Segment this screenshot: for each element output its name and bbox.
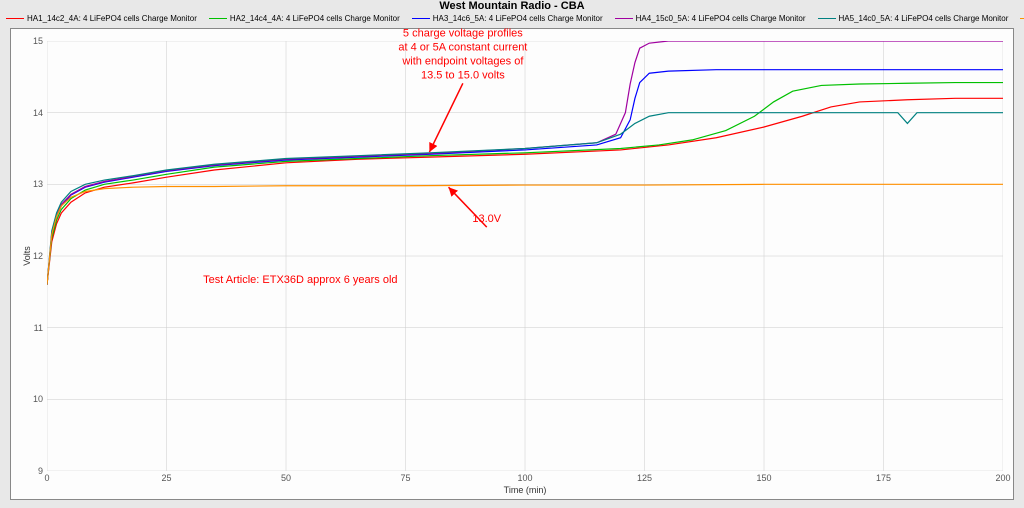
x-tick-label: 100: [517, 473, 532, 483]
legend-swatch: [6, 18, 24, 19]
y-tick-label: 13: [33, 179, 43, 189]
legend-item: HA2_14c4_4A: 4 LiFePO4 cells Charge Moni…: [209, 14, 400, 23]
legend-swatch: [412, 18, 430, 19]
y-tick-label: 12: [33, 251, 43, 261]
x-tick-label: 175: [876, 473, 891, 483]
legend-item: HA5_14c0_5A: 4 LiFePO4 cells Charge Moni…: [818, 14, 1009, 23]
legend-item: HA3_14c6_5A: 4 LiFePO4 cells Charge Moni…: [412, 14, 603, 23]
x-tick-label: 75: [400, 473, 410, 483]
y-tick-label: 15: [33, 36, 43, 46]
y-tick-label: 11: [34, 323, 43, 333]
annotation-test-article: Test Article: ETX36D approx 6 years old: [203, 274, 397, 288]
y-tick-label: 10: [33, 394, 43, 404]
x-tick-label: 150: [756, 473, 771, 483]
y-tick-label: 14: [33, 108, 43, 118]
chart-legend: HA1_14c2_4A: 4 LiFePO4 cells Charge Moni…: [0, 14, 1024, 23]
y-axis-label: Volts: [22, 246, 32, 266]
x-axis-label: Time (min): [504, 485, 547, 495]
annotation-13v-note: 13.0V: [472, 213, 501, 227]
x-tick-label: 50: [281, 473, 291, 483]
x-tick-label: 25: [161, 473, 171, 483]
legend-swatch: [209, 18, 227, 19]
x-tick-label: 0: [44, 473, 49, 483]
legend-swatch: [1020, 18, 1024, 19]
chart-title: West Mountain Radio - CBA: [0, 0, 1024, 12]
legend-item: HA7_13c0_5A: 4 LiFePO4 cells Charge Moni…: [1020, 14, 1024, 23]
x-tick-label: 200: [995, 473, 1010, 483]
annotation-layer: [47, 41, 1003, 471]
chart-container: { "title": "West Mountain Radio - CBA", …: [0, 0, 1024, 508]
annotation-arrow: [429, 83, 462, 152]
x-tick-label: 125: [637, 473, 652, 483]
annotation-profiles-note: 5 charge voltage profilesat 4 or 5A cons…: [398, 28, 527, 83]
legend-item: HA1_14c2_4A: 4 LiFePO4 cells Charge Moni…: [6, 14, 197, 23]
legend-swatch: [615, 18, 633, 19]
plot-area: Volts Time (min) 91011121314150255075100…: [47, 41, 1003, 471]
y-tick-label: 9: [38, 466, 43, 476]
legend-item: HA4_15c0_5A: 4 LiFePO4 cells Charge Moni…: [615, 14, 806, 23]
plot-frame: Volts Time (min) 91011121314150255075100…: [10, 28, 1014, 500]
legend-swatch: [818, 18, 836, 19]
